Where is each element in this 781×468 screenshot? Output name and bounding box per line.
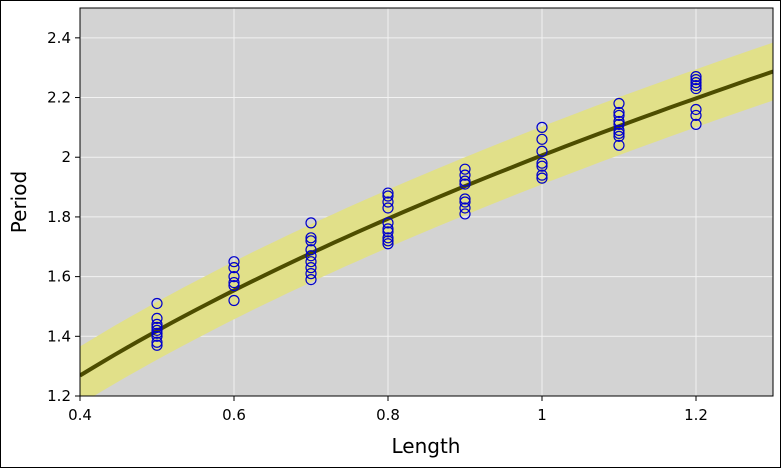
fit-line xyxy=(80,69,773,378)
data-point xyxy=(151,330,163,342)
data-point xyxy=(305,274,317,286)
data-point xyxy=(459,163,471,175)
data-point xyxy=(613,109,625,122)
data-point xyxy=(690,77,702,89)
data-point xyxy=(382,217,394,229)
data-point xyxy=(382,202,394,214)
data-point xyxy=(690,74,702,86)
y-tick-label: 1.6 xyxy=(47,268,71,286)
data-point xyxy=(690,79,702,92)
y-tick-label: 1.2 xyxy=(47,387,71,405)
data-points xyxy=(151,71,702,351)
data-point xyxy=(459,169,471,181)
data-point xyxy=(613,124,625,136)
data-point xyxy=(613,97,625,110)
data-point xyxy=(690,71,702,83)
data-point xyxy=(690,118,702,131)
prediction-band xyxy=(80,42,773,396)
data-point xyxy=(151,297,163,310)
x-tick-label: 1 xyxy=(537,406,547,424)
data-point xyxy=(382,232,394,244)
data-point xyxy=(613,139,625,151)
data-point xyxy=(151,312,163,324)
axis-ticks: 0.4 0.6 0.8 1 1.2 1.2 1.4 1.6 1.8 2 2.2 2.4 xyxy=(47,29,708,424)
y-axis-label: Period xyxy=(7,171,31,233)
data-point xyxy=(613,115,625,128)
data-point xyxy=(228,256,240,268)
y-tick-label: 2.2 xyxy=(47,89,71,107)
x-tick-label: 0.4 xyxy=(68,406,92,424)
data-point xyxy=(536,133,548,145)
data-point xyxy=(151,327,163,339)
data-point xyxy=(305,250,317,262)
data-point xyxy=(305,262,317,274)
data-point xyxy=(690,103,702,116)
data-point xyxy=(613,118,625,131)
y-tick-label: 1.8 xyxy=(47,208,71,226)
data-point xyxy=(305,256,317,268)
data-point xyxy=(305,232,317,244)
data-point xyxy=(459,178,471,190)
data-point xyxy=(228,276,240,289)
x-tick-label: 0.8 xyxy=(376,406,400,424)
data-point xyxy=(151,324,163,336)
data-point xyxy=(305,217,317,229)
data-point xyxy=(151,339,163,351)
data-point xyxy=(151,336,163,348)
data-point xyxy=(536,169,548,181)
data-point xyxy=(536,157,548,169)
data-point xyxy=(305,235,317,247)
data-point xyxy=(382,235,394,247)
y-tick-label: 1.4 xyxy=(47,327,71,345)
data-point xyxy=(382,226,394,238)
prediction-band-layer xyxy=(80,42,773,396)
y-tick-label: 2 xyxy=(61,148,71,166)
data-point xyxy=(459,193,471,205)
data-point xyxy=(459,202,471,214)
data-point xyxy=(382,196,394,208)
data-point xyxy=(536,172,548,184)
data-point xyxy=(690,82,702,95)
x-tick-label: 1.2 xyxy=(684,406,708,424)
data-point xyxy=(228,262,240,274)
plot-border xyxy=(79,7,774,397)
y-tick-label: 2.4 xyxy=(47,29,71,47)
data-point xyxy=(459,196,471,208)
data-point xyxy=(536,160,548,172)
data-point xyxy=(613,106,625,119)
data-point xyxy=(690,109,702,122)
x-axis-label: Length xyxy=(392,434,461,458)
x-tick-label: 0.6 xyxy=(222,406,246,424)
data-point xyxy=(382,238,394,250)
data-point xyxy=(459,208,471,220)
data-point xyxy=(613,130,625,142)
data-point xyxy=(305,268,317,280)
data-point xyxy=(536,145,548,157)
data-point xyxy=(228,294,240,307)
data-point xyxy=(382,190,394,202)
data-point xyxy=(228,271,240,283)
data-point xyxy=(151,321,163,333)
data-point xyxy=(228,279,240,292)
data-point xyxy=(613,127,625,139)
data-point xyxy=(459,175,471,187)
data-point xyxy=(536,121,548,133)
data-point xyxy=(305,244,317,256)
data-point xyxy=(382,187,394,199)
data-point xyxy=(151,318,163,330)
data-point xyxy=(382,223,394,235)
